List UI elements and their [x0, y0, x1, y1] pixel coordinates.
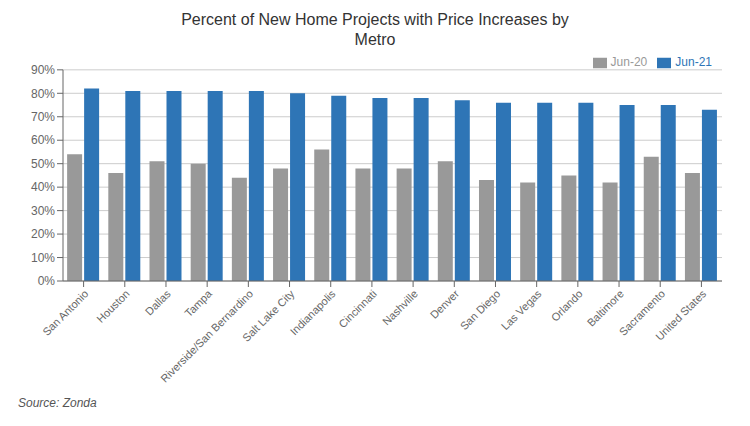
svg-text:10%: 10%	[31, 251, 55, 265]
html-text:Jun-20: Jun-20	[610, 55, 648, 69]
svg-text:Dallas: Dallas	[143, 287, 173, 317]
html-text:Metro: Metro	[354, 31, 396, 48]
html-text:Jun-21: Jun-21	[675, 55, 712, 69]
svg-text:Tampa: Tampa	[182, 287, 214, 319]
svg-text:Nashville: Nashville	[380, 287, 420, 327]
svg-text:60%: 60%	[31, 133, 55, 147]
svg-text:San Antonio: San Antonio	[40, 287, 90, 337]
svg-text:90%: 90%	[31, 63, 55, 77]
svg-text:30%: 30%	[31, 204, 55, 218]
svg-text:Salt Lake City: Salt Lake City	[240, 287, 297, 344]
svg-text:United States: United States	[653, 287, 709, 343]
svg-text:San Diego: San Diego	[458, 287, 503, 332]
svg-text:50%: 50%	[31, 157, 55, 171]
svg-text:Indianapolis: Indianapolis	[288, 287, 338, 337]
svg-text:Denver: Denver	[428, 287, 462, 321]
svg-text:Houston: Houston	[94, 287, 131, 324]
html-text:Source: Zonda: Source: Zonda	[18, 396, 97, 410]
svg-text:70%: 70%	[31, 110, 55, 124]
svg-text:Baltimore: Baltimore	[585, 287, 626, 328]
svg-text:20%: 20%	[31, 227, 55, 241]
svg-text:40%: 40%	[31, 180, 55, 194]
svg-text:Cincinnati: Cincinnati	[336, 287, 379, 330]
svg-text:Las Vegas: Las Vegas	[499, 287, 544, 332]
svg-text:80%: 80%	[31, 87, 55, 101]
svg-text:Orlando: Orlando	[549, 287, 585, 323]
svg-text:0%: 0%	[38, 274, 56, 288]
svg-text:Sacramento: Sacramento	[616, 287, 668, 338]
svg-text:Riverside/San Bernardino: Riverside/San Bernardino	[158, 287, 256, 385]
html-text:Percent of New Home Projects w: Percent of New Home Projects with Price …	[181, 11, 569, 28]
